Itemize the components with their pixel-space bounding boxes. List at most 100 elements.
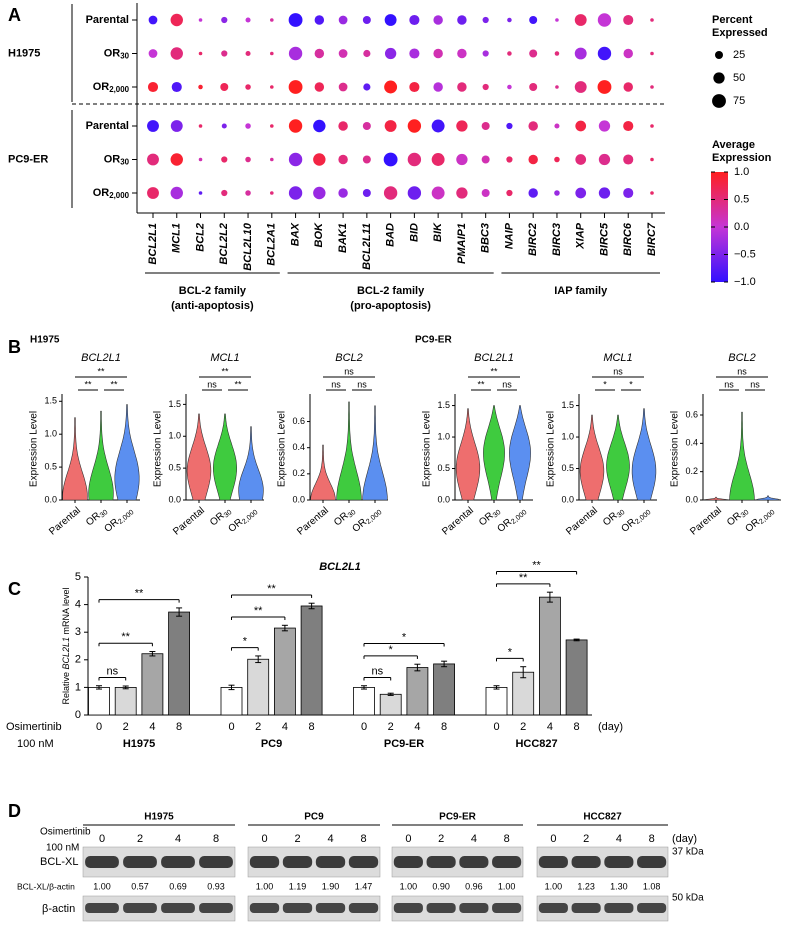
significance-label: ** (135, 588, 144, 600)
dot (506, 189, 513, 197)
violin (509, 405, 531, 501)
dot (245, 123, 251, 129)
dot (314, 82, 325, 92)
x-tick-label-sub: 30 (98, 507, 110, 519)
gene-label: BIK (432, 222, 444, 242)
dot (431, 119, 445, 133)
y-tick-label: 1.0 (168, 431, 181, 441)
x-tick-label-sub: 30 (346, 507, 358, 519)
y-tick-label: 0.0 (168, 494, 181, 504)
condition-label-sub: 2,000 (109, 85, 129, 94)
size-legend-dot (712, 94, 726, 108)
panel-header: PC9-ER (415, 335, 452, 346)
significance-label: ns (737, 366, 747, 376)
x-tick-label: Parental (171, 505, 207, 537)
blot-band (637, 903, 667, 913)
y-tick-label: 0.0 (292, 494, 305, 504)
x-tick-label: OR2,000 (226, 505, 259, 536)
gene-label: BID (408, 223, 420, 242)
y-tick-label: 0.4 (685, 438, 698, 448)
y-tick-label: 0.6 (292, 416, 305, 426)
unit-label: (day) (672, 833, 697, 845)
dot (270, 18, 274, 22)
lane-label: 4 (175, 833, 181, 845)
condition-label: Parental (86, 120, 129, 132)
bar (353, 687, 375, 716)
bar (433, 663, 456, 716)
chart-title: BCL2L1 (319, 561, 361, 573)
condition-label-sub: 2,000 (109, 191, 129, 200)
dot (598, 187, 611, 199)
blot-band (604, 856, 634, 868)
dot (457, 15, 467, 25)
dot (481, 189, 490, 197)
dot (433, 48, 443, 59)
treatment-label: 100 nM (46, 843, 79, 854)
gene-label: BAK1 (337, 223, 349, 253)
dot (575, 120, 587, 132)
cell-line-name: PC9 (304, 812, 324, 823)
blot-row-label: BCL-XL (40, 856, 79, 868)
bar (273, 627, 296, 716)
x-tick-label: Parental (688, 505, 724, 537)
ratio-value: 1.23 (577, 881, 595, 891)
y-tick-label: 0.6 (685, 409, 698, 419)
family-subtitle: (anti-apoptosis) (171, 300, 254, 312)
dot (623, 154, 634, 165)
dot (288, 152, 303, 167)
dot (650, 85, 654, 89)
size-marker: 50 kDa (672, 893, 704, 904)
dot (198, 191, 203, 195)
dot (384, 47, 397, 60)
y-tick-label: 1.5 (168, 399, 181, 409)
x-tick-label: 4 (282, 721, 288, 733)
blot-band (315, 856, 346, 868)
x-tick-label: Parental (564, 505, 600, 537)
dot (170, 153, 183, 166)
x-tick-label: 8 (574, 721, 580, 733)
significance-label: ** (490, 366, 498, 376)
x-tick-label: 2 (123, 721, 129, 733)
condition-label-main: OR (104, 47, 121, 59)
dot (528, 121, 538, 131)
lane-label: 2 (137, 833, 143, 845)
group-label: PC9 (261, 738, 282, 750)
panel-label: D (8, 801, 21, 821)
gene-label: BIRC2 (527, 223, 539, 256)
x-tick-label-main: Parental (564, 505, 600, 537)
dot (555, 85, 559, 89)
gene-label: NAIP (503, 222, 515, 249)
dot (623, 14, 634, 26)
dot (221, 50, 228, 57)
significance-label: ** (84, 379, 92, 389)
condition-label-sub: 30 (120, 158, 129, 167)
dot (363, 49, 371, 58)
y-tick-label: 0.2 (292, 468, 305, 478)
y-tick-label: 0.0 (685, 494, 698, 504)
blot-band (348, 856, 379, 868)
condition-label-main: OR (93, 187, 110, 199)
y-tick-label: 0.5 (437, 463, 450, 473)
x-tick-label-main: Parental (47, 505, 83, 537)
group-label: PC9-ER (384, 738, 424, 750)
blot-band (426, 903, 456, 913)
dot (409, 48, 420, 59)
dot (482, 50, 489, 57)
dot (456, 120, 468, 132)
x-tick-label-sub: 2,000 (633, 507, 653, 525)
blot-band (393, 856, 423, 868)
dot (270, 191, 274, 195)
significance-label: ** (221, 366, 229, 376)
dot (362, 16, 371, 24)
significance-label: ** (234, 379, 242, 389)
size-marker: 37 kDa (672, 847, 704, 858)
blot-band (637, 856, 667, 868)
gene-label: PMAIP1 (456, 223, 468, 264)
dot (245, 156, 251, 163)
violin (755, 495, 781, 501)
y-axis-label: Expression Level (546, 411, 557, 487)
x-tick-label-main: Parental (688, 505, 724, 537)
size-legend-dot (715, 51, 723, 59)
blot-band (282, 903, 313, 913)
significance-label: ** (97, 366, 105, 376)
